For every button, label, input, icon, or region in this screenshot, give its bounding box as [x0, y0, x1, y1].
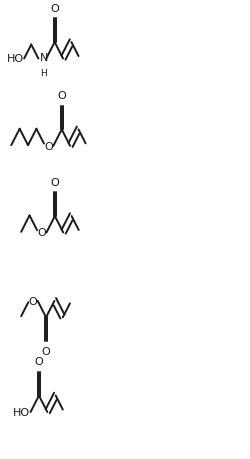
Text: O: O [42, 347, 50, 357]
Text: O: O [37, 228, 46, 238]
Text: O: O [44, 141, 53, 151]
Text: O: O [34, 357, 43, 367]
Text: O: O [57, 91, 66, 101]
Text: HO: HO [6, 54, 24, 64]
Text: HO: HO [13, 407, 30, 417]
Text: H: H [40, 68, 46, 78]
Text: O: O [50, 4, 59, 14]
Text: N: N [40, 53, 48, 63]
Text: O: O [50, 178, 59, 188]
Text: O: O [28, 296, 37, 306]
